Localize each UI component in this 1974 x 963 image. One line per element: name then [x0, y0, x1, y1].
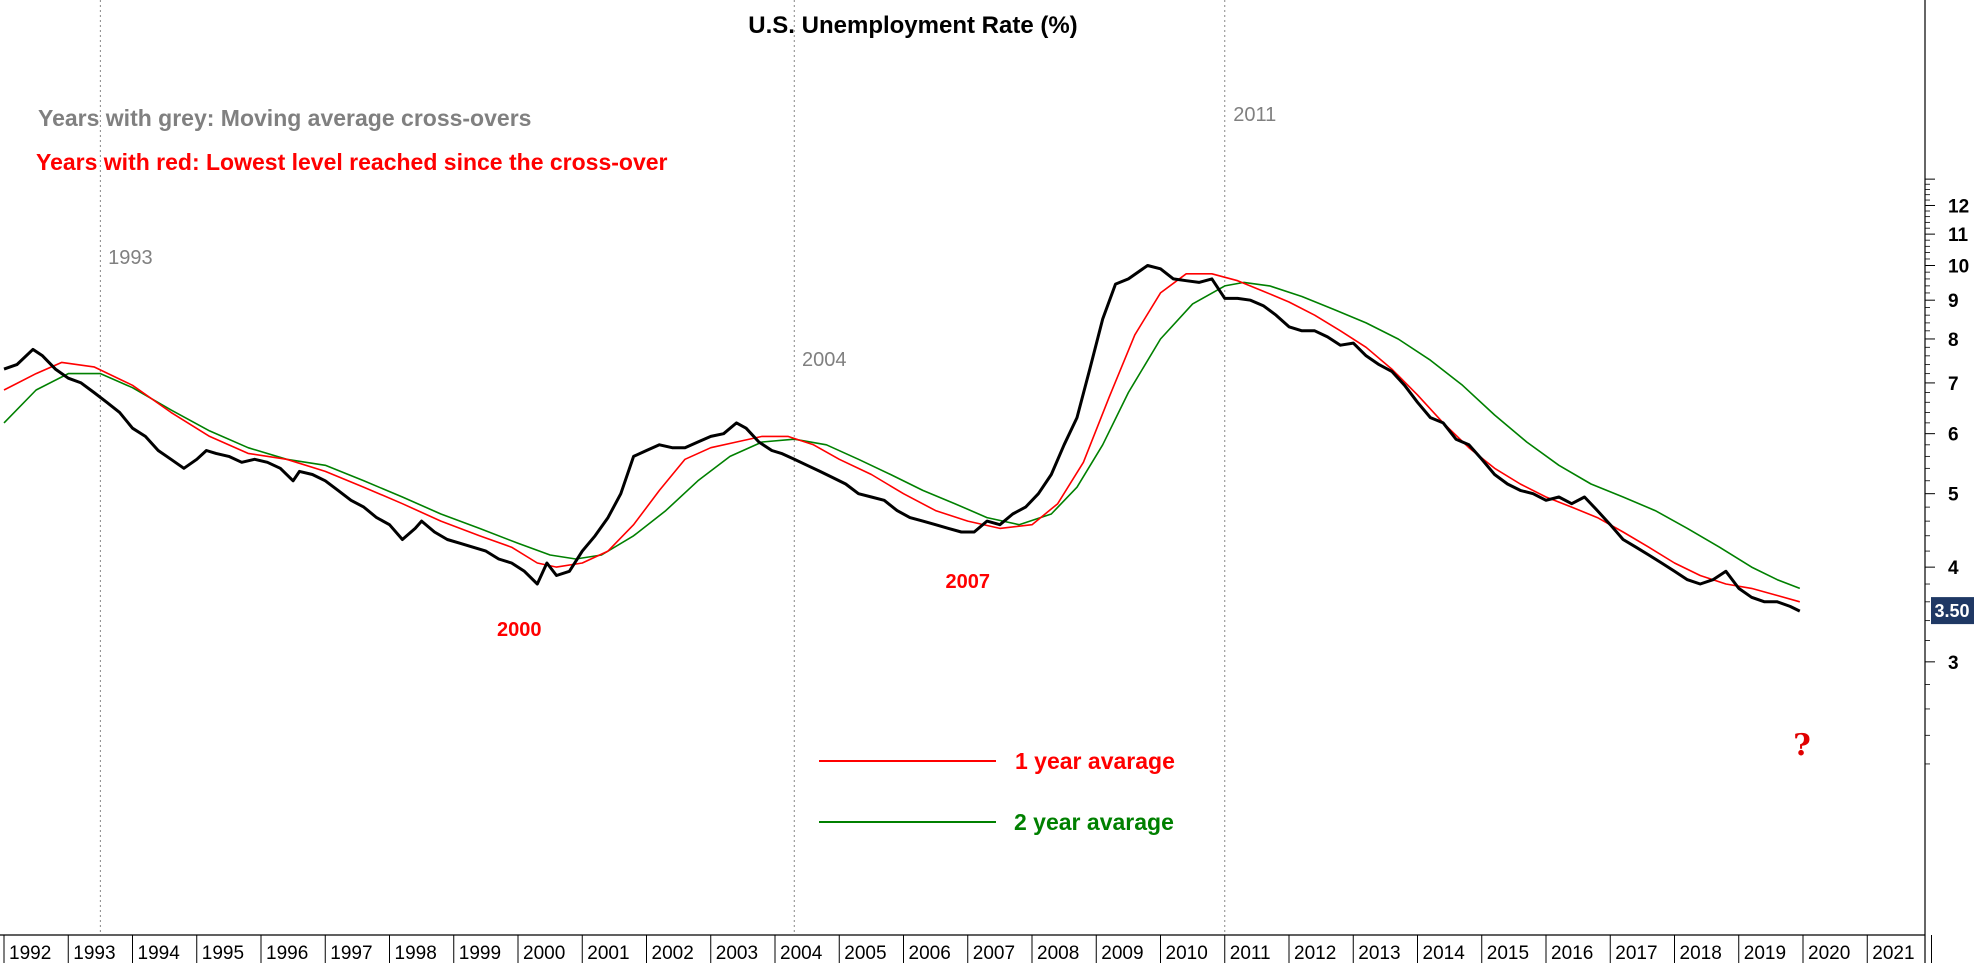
x-tick-label-2015: 2015 [1487, 943, 1529, 963]
y-tick-label-10: 10 [1948, 257, 1969, 278]
crossover-label-2004: 2004 [802, 349, 847, 371]
crossover-label-1993: 1993 [108, 247, 153, 269]
x-tick-label-1994: 1994 [138, 943, 181, 963]
x-tick-label-2001: 2001 [587, 943, 629, 963]
x-tick-label-2007: 2007 [973, 943, 1015, 963]
series-line-unemployment [3, 264, 1801, 613]
legend: 1 year avarage 2 year avarage [819, 748, 1175, 835]
x-tick-label-2013: 2013 [1358, 943, 1400, 963]
x-tick-label-2021: 2021 [1872, 943, 1914, 963]
last-value-label: 3.50 [1934, 601, 1969, 621]
series-layer [3, 264, 1801, 613]
series-line-2yr-avg [3, 281, 1801, 590]
note-grey-crossovers: Years with grey: Moving average cross-ov… [38, 105, 531, 131]
annotation-layer: 1993 2004 2011 2000 2007 [108, 104, 1276, 641]
x-tick-label-1995: 1995 [202, 943, 244, 963]
y-tick-label-8: 8 [1948, 330, 1959, 351]
y-tick-label-12: 12 [1948, 196, 1969, 217]
x-tick-label-2018: 2018 [1680, 943, 1722, 963]
x-tick-label-2006: 2006 [909, 943, 951, 963]
x-tick-label-2003: 2003 [716, 943, 758, 963]
y-tick-label-4: 4 [1948, 558, 1959, 579]
x-tick-label-2019: 2019 [1744, 943, 1786, 963]
x-tick-label-2010: 2010 [1166, 943, 1208, 963]
x-tick-label-1999: 1999 [459, 943, 501, 963]
crossover-label-2011: 2011 [1233, 104, 1276, 126]
y-tick-label-5: 5 [1948, 485, 1959, 506]
x-tick-label-2009: 2009 [1101, 943, 1143, 963]
question-mark: ? [1793, 728, 1811, 763]
y-tick-label-7: 7 [1948, 374, 1959, 395]
x-tick-label-1993: 1993 [73, 943, 115, 963]
x-tick-label-2017: 2017 [1615, 943, 1657, 963]
low-label-2000: 2000 [497, 619, 542, 641]
x-tick-label-2005: 2005 [844, 943, 886, 963]
x-tick-label-2016: 2016 [1551, 943, 1593, 963]
note-red-lowest: Years with red: Lowest level reached sin… [36, 149, 668, 175]
x-axis: 1992 1993 1994 1995 1996 1997 1998 1999 2000 2001… [3, 935, 1932, 963]
x-tick-label-2004: 2004 [780, 943, 823, 963]
legend-label-1yr: 1 year avarage [1015, 748, 1175, 774]
y-axis: 3 4 5 6 7 8 9 10 11 12 [1925, 178, 1969, 765]
x-tick-label-1998: 1998 [395, 943, 437, 963]
x-tick-label-2000: 2000 [523, 943, 565, 963]
y-tick-label-3: 3 [1948, 653, 1959, 674]
x-tick-label-2002: 2002 [652, 943, 694, 963]
chart-title: U.S. Unemployment Rate (%) [748, 12, 1077, 39]
x-tick-label-2011: 2011 [1230, 943, 1271, 963]
x-tick-label-1997: 1997 [330, 943, 372, 963]
y-tick-label-11: 11 [1948, 225, 1969, 246]
x-tick-label-2008: 2008 [1037, 943, 1079, 963]
x-tick-label-1996: 1996 [266, 943, 308, 963]
last-value-box [1931, 597, 1974, 625]
x-tick-label-1992: 1992 [9, 943, 51, 963]
x-tick-label-2014: 2014 [1423, 943, 1466, 963]
x-tick-label-2012: 2012 [1294, 943, 1336, 963]
last-value-badge: 3.50 [1931, 597, 1974, 625]
legend-label-2yr: 2 year avarage [1014, 809, 1174, 835]
x-tick-label-2020: 2020 [1808, 943, 1850, 963]
crossover-lines [99, 0, 1226, 935]
low-label-2007: 2007 [946, 571, 991, 593]
y-tick-label-9: 9 [1948, 291, 1959, 312]
y-tick-label-6: 6 [1948, 425, 1959, 446]
